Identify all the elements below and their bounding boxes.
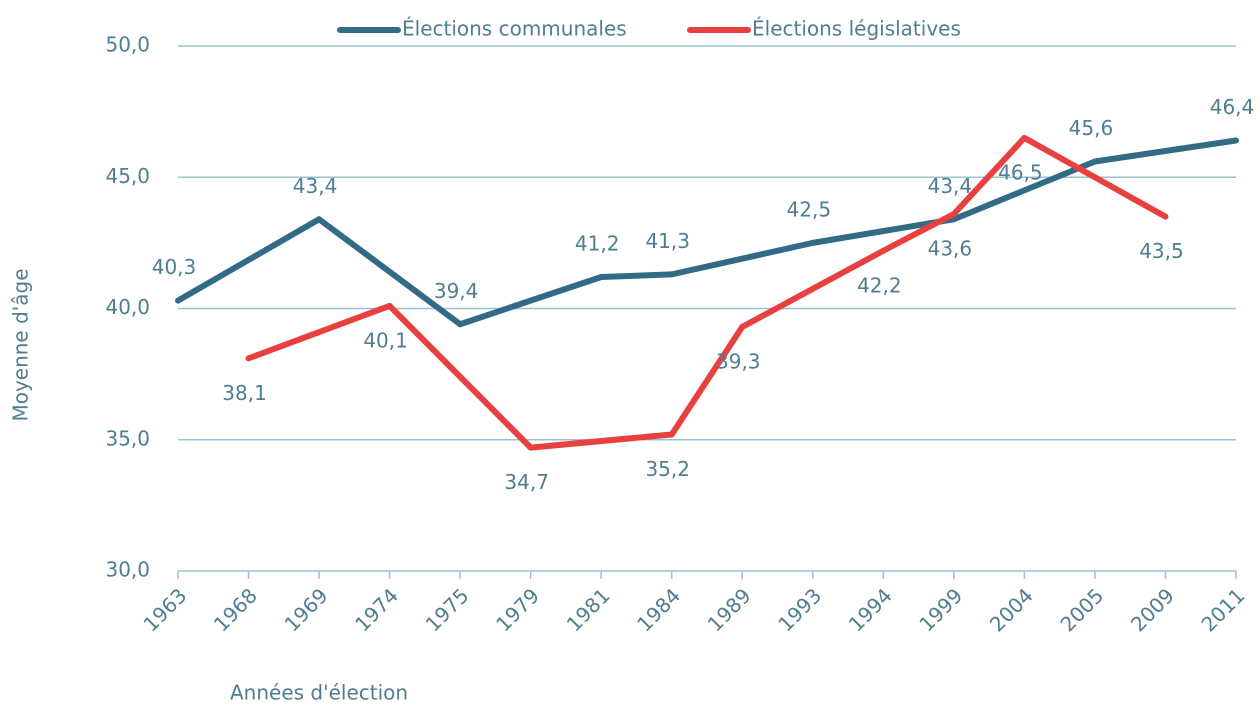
y-tick-label: 40,0 [105,295,150,319]
y-tick-label: 50,0 [105,33,150,57]
y-axis-title: Moyenne d'âge [9,268,33,421]
data-label: 43,5 [1139,239,1184,263]
data-label: 39,4 [434,279,479,303]
y-tick-label: 45,0 [105,164,150,188]
line-segment [245,302,393,362]
data-label: 43,6 [928,237,973,261]
line-segment [668,239,816,278]
line-segment [739,247,887,330]
x-tick-label: 1994 [844,583,897,636]
line-segment [527,431,675,451]
data-label: 43,4 [293,174,338,198]
line-segment [950,134,1028,217]
data-label: 38,1 [222,381,267,405]
x-tick-label: 1969 [280,583,333,636]
data-label: 39,3 [716,349,761,373]
line-segment [598,271,675,280]
x-tick-label: 1989 [703,583,756,636]
x-axis-title: Années d'élection [230,681,408,705]
x-tick-label: 1999 [914,583,967,636]
line-segment [386,302,534,451]
x-tick-label: 2009 [1126,583,1179,636]
line-segment [1091,137,1239,165]
line-segment [457,274,605,328]
data-label: 46,5 [998,160,1043,184]
data-label: 40,1 [363,328,408,352]
line-segment [175,216,323,304]
x-tick-label: 1993 [773,583,826,636]
data-label: 41,3 [645,229,690,253]
data-label: 42,5 [787,197,832,221]
data-label: 35,2 [645,457,690,481]
data-label: 45,6 [1069,116,1114,140]
legend-label: Élections communales [402,17,627,41]
data-label: 34,7 [504,470,549,494]
x-tick-label: 1979 [491,583,544,636]
x-tick-label: 1963 [138,583,191,636]
x-tick-label: 1968 [209,583,262,636]
data-label: 43,4 [928,174,973,198]
data-label: 40,3 [152,255,197,279]
line-segment [880,211,957,254]
x-tick-label: 1981 [562,583,615,636]
x-tick-label: 1974 [350,583,403,636]
data-label: 42,2 [857,273,902,297]
line-segment [950,158,1098,223]
y-tick-label: 30,0 [105,558,150,582]
line-segment [1021,134,1169,220]
y-tick-label: 35,0 [105,426,150,450]
legend-label: Élections législatives [752,17,961,41]
x-tick-label: 2004 [985,583,1038,636]
x-tick-label: 1984 [632,583,685,636]
data-label: 41,2 [575,232,620,256]
x-tick-label: 2011 [1196,583,1249,636]
line-segment [668,323,746,438]
x-tick-label: 2005 [1055,583,1108,636]
line-segment [316,216,464,328]
x-tick-label: 1975 [421,583,474,636]
data-label: 46,4 [1210,95,1255,119]
